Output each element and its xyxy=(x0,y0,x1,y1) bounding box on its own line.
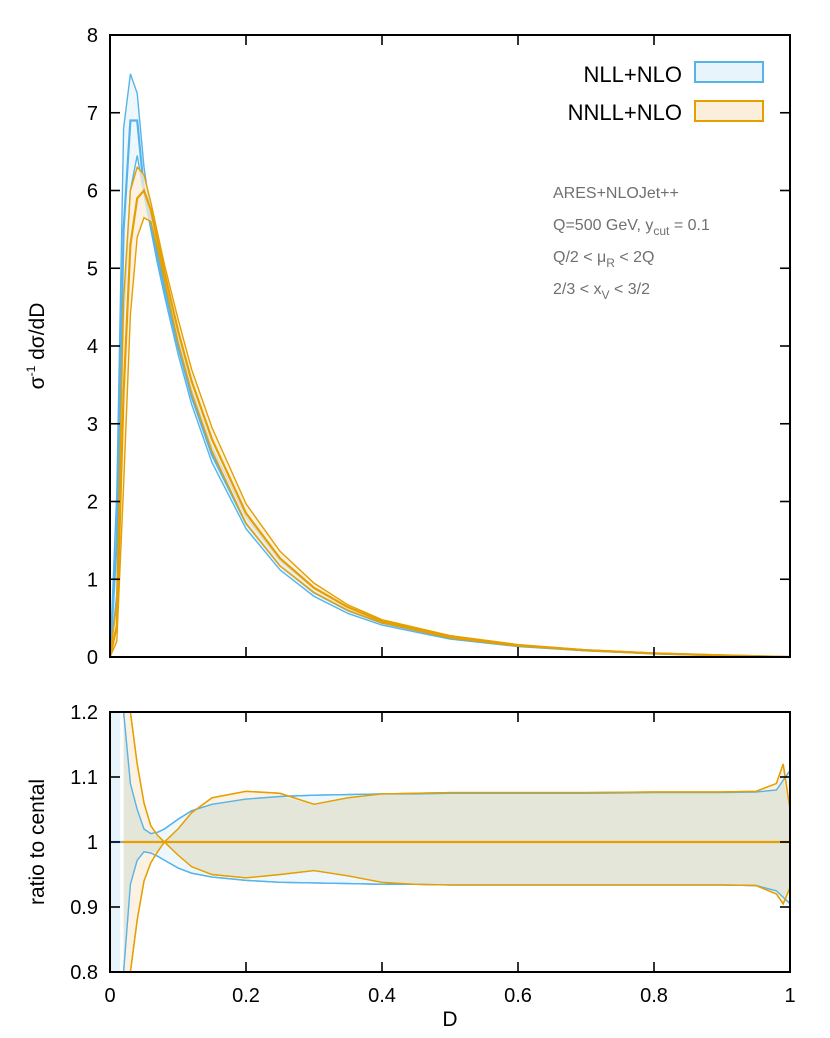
legend: NLL+NLO NNLL+NLO xyxy=(568,61,764,125)
nnll-nlo-central-line xyxy=(108,188,791,659)
main-ticks: 0 1 2 3 4 5 6 7 8 xyxy=(87,25,791,669)
nnll-nlo-band xyxy=(110,167,790,657)
ratio-data-layer xyxy=(110,711,791,973)
ratio-ytick-label: 1 xyxy=(87,832,98,854)
main-ytick-label: 7 xyxy=(87,103,98,125)
main-panel: 0 1 2 3 4 5 6 7 8 σ-1 dσ/dD xyxy=(24,25,791,669)
ratio-ytick-label: 0.8 xyxy=(70,962,98,984)
main-ytick-label: 2 xyxy=(87,492,98,514)
main-ytick-label: 6 xyxy=(87,181,98,203)
ratio-ytick-label: 1.1 xyxy=(70,767,98,789)
annotation-resum-scale: 2/3 < xV < 3/2 xyxy=(553,281,650,302)
annotation-generator: ARES+NLOJet++ xyxy=(553,185,679,202)
ratio-xtick-label: 0.8 xyxy=(640,985,668,1007)
main-data-layer xyxy=(108,73,791,659)
ratio-xtick-label: 0.2 xyxy=(232,985,260,1007)
nll-nlo-central-line xyxy=(108,119,791,659)
nll-nlo-upper-line xyxy=(109,73,791,658)
ratio-xtick-label: 1 xyxy=(784,985,795,1007)
main-ytick-label: 0 xyxy=(87,647,98,669)
main-ytick-label: 5 xyxy=(87,258,98,280)
main-ylabel: σ-1 dσ/dD xyxy=(24,303,49,390)
ratio-xtick-label: 0 xyxy=(104,985,115,1007)
annotation-renorm-scale: Q/2 < μR < 2Q xyxy=(553,249,655,270)
annotation-energy: Q=500 GeV, ycut = 0.1 xyxy=(553,217,710,238)
main-ytick-label: 3 xyxy=(87,414,98,436)
annotations: ARES+NLOJet++ Q=500 GeV, ycut = 0.1 Q/2 … xyxy=(553,185,710,302)
legend-label-nnll: NNLL+NLO xyxy=(568,100,682,125)
nnll-nlo-upper-line xyxy=(109,165,791,658)
main-frame xyxy=(109,34,791,658)
ratio-panel: 0.8 0.9 1 1.1 1.2 0 0.2 0.4 0.6 0.8 1 ratio to cen… xyxy=(26,702,796,1031)
main-ytick-label: 1 xyxy=(87,569,98,591)
legend-label-nll: NLL+NLO xyxy=(584,62,682,87)
legend-swatch-nnll xyxy=(694,100,764,122)
ratio-xtick-label: 0.6 xyxy=(504,985,532,1007)
ratio-nnll-nlo-lower-edge xyxy=(123,840,791,973)
ratio-ticks: 0.8 0.9 1 1.1 1.2 0 0.2 0.4 0.6 0.8 1 xyxy=(70,702,795,1007)
ratio-ytick-label: 1.2 xyxy=(70,702,98,724)
main-ytick-label: 8 xyxy=(87,25,98,47)
nll-nlo-band xyxy=(110,73,790,657)
ratio-xtick-label: 0.4 xyxy=(368,985,396,1007)
ratio-ytick-label: 0.9 xyxy=(70,897,98,919)
legend-swatch-nll xyxy=(694,61,764,83)
x-axis-label: D xyxy=(442,1008,457,1031)
ratio-nnll-nlo-upper-edge xyxy=(123,711,791,843)
ratio-ylabel: ratio to cental xyxy=(26,779,49,905)
main-ytick-label: 4 xyxy=(87,336,98,358)
